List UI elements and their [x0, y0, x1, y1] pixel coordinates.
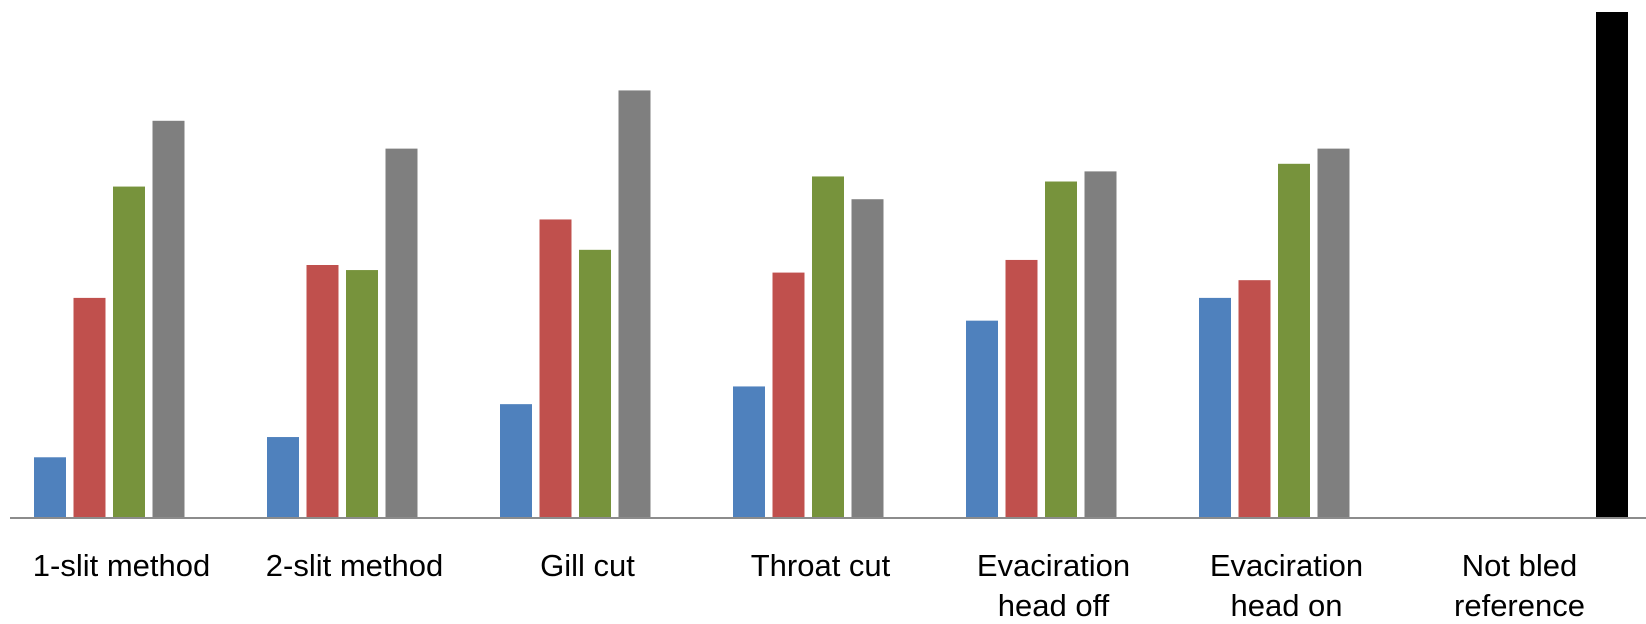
- bar-2-series-1: [267, 437, 299, 518]
- bar-5-series-1: [966, 320, 998, 518]
- category-label-1: 1-slit method: [33, 548, 210, 583]
- bar-1-series-3: [113, 186, 145, 518]
- bar-3-series-3: [579, 249, 611, 518]
- category-label-2: 2-slit method: [266, 548, 443, 583]
- bar-1-series-1: [34, 457, 66, 518]
- bar-7-series-5: [1596, 12, 1628, 518]
- category-labels: 1-slit method 2-slit method Gill cut Throat…: [33, 548, 1585, 623]
- bar-3-series-2: [539, 219, 572, 518]
- bar-4-series-4: [851, 199, 884, 518]
- bars-layer: [34, 12, 1628, 519]
- bar-5-series-4: [1084, 171, 1117, 518]
- bar-2-series-3: [346, 270, 378, 518]
- bar-1-series-2: [73, 297, 106, 518]
- category-label-line: 2-slit method: [266, 548, 443, 583]
- bar-1-series-4: [152, 120, 185, 518]
- bar-3-series-1: [500, 404, 532, 518]
- category-label-line: reference: [1454, 588, 1585, 623]
- category-label-line: head off: [998, 588, 1110, 623]
- bar-6-series-3: [1278, 163, 1310, 519]
- bar-5-series-3: [1045, 181, 1077, 518]
- category-label-5: Evaciration head off: [977, 548, 1130, 623]
- bar-5-series-2: [1005, 259, 1038, 518]
- bar-4-series-2: [772, 272, 805, 518]
- bar-2-series-2: [306, 265, 339, 518]
- bar-6-series-2: [1238, 280, 1271, 518]
- bar-6-series-4: [1317, 148, 1350, 518]
- category-label-7: Not bled reference: [1454, 548, 1585, 623]
- category-label-line: Evaciration: [977, 548, 1130, 583]
- bar-2-series-4: [385, 148, 418, 518]
- category-label-line: Evaciration: [1210, 548, 1363, 583]
- category-label-line: Not bled: [1462, 548, 1577, 583]
- category-label-4: Throat cut: [751, 548, 891, 583]
- category-label-6: Evaciration head on: [1210, 548, 1363, 623]
- bar-6-series-1: [1199, 297, 1231, 518]
- category-label-3: Gill cut: [540, 548, 635, 583]
- category-label-line: Throat cut: [751, 548, 891, 583]
- bar-4-series-3: [812, 176, 844, 518]
- bar-4-series-1: [733, 386, 765, 518]
- category-label-line: Gill cut: [540, 548, 635, 583]
- bar-3-series-4: [618, 90, 651, 519]
- category-label-line: head on: [1230, 588, 1342, 623]
- category-label-line: 1-slit method: [33, 548, 210, 583]
